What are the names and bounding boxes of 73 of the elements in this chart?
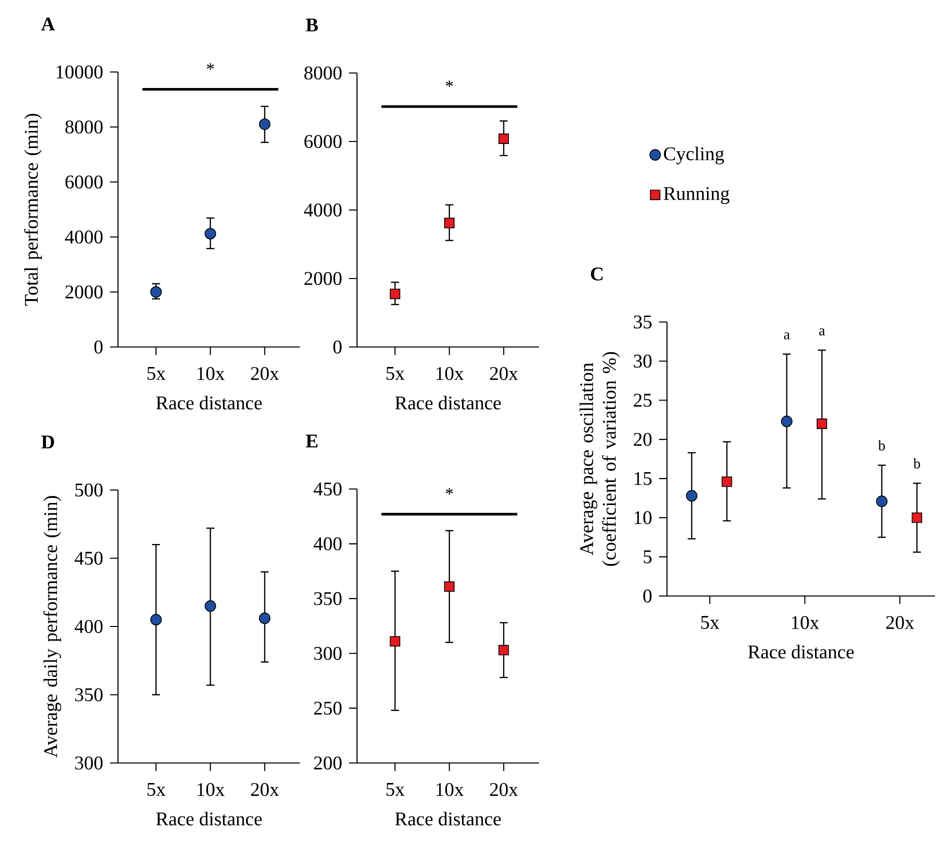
chart-title: D — [41, 436, 54, 448]
x-tick-label: 5x — [701, 616, 720, 629]
y-tick-label: 0 — [333, 340, 342, 354]
annotation: b — [913, 458, 920, 469]
point — [150, 286, 162, 298]
annotation: b — [878, 440, 885, 451]
y-tick-label: 15 — [634, 472, 652, 486]
x-axis-title: Race distance — [748, 644, 854, 658]
point — [150, 614, 162, 626]
y-tick-label: 10000 — [56, 65, 103, 79]
y-tick-label: 300 — [314, 646, 342, 660]
ref-line-label: * — [446, 488, 453, 494]
y-tick-label: 450 — [74, 552, 103, 565]
x-tick-label: 5x — [386, 367, 404, 380]
y-tick-label: 2000 — [65, 285, 103, 299]
legend-label: Running — [664, 187, 730, 204]
annotation: a — [819, 328, 825, 336]
y-tick-label: 8000 — [65, 120, 103, 134]
point — [258, 118, 270, 130]
y-tick-label: 450 — [314, 482, 342, 496]
chart-title: A — [41, 18, 55, 30]
x-tick-label: 20x — [490, 367, 518, 380]
x-tick-label: 10x — [198, 367, 225, 380]
legend-label: Cycling — [664, 146, 724, 164]
x-tick-label: 10x — [436, 783, 464, 796]
y-tick-label: 5 — [644, 550, 652, 564]
x-tick-label: 10x — [436, 367, 464, 380]
y-tick-label: 10 — [634, 511, 652, 524]
x-tick-label: 20x — [490, 783, 518, 796]
point — [204, 228, 216, 240]
y-tick-label: 250 — [314, 702, 342, 715]
y-tick-label: 6000 — [65, 175, 103, 189]
x-tick-label: 20x — [886, 616, 914, 630]
y-tick-label: 8000 — [304, 66, 342, 80]
y-tick-label: 300 — [75, 756, 103, 770]
x-axis-title: Race distance — [156, 396, 262, 410]
x-tick-label: 5x — [386, 783, 404, 796]
y-tick-label: 30 — [634, 354, 652, 368]
y-tick-label: 6000 — [304, 134, 342, 148]
y-tick-label: 400 — [314, 537, 342, 550]
x-axis-title: Race distance — [156, 812, 262, 826]
x-tick-label: 5x — [148, 783, 166, 796]
x-tick-label: 20x — [251, 367, 279, 380]
chart-title: E — [306, 434, 318, 448]
x-tick-label: 10x — [792, 616, 820, 630]
y-tick-label: 4000 — [304, 203, 342, 217]
y-tick-label: 200 — [314, 756, 342, 770]
point — [258, 612, 270, 624]
y-tick-label: 20 — [634, 432, 652, 446]
y-tick-label: 400 — [74, 620, 103, 634]
y-tick-label: 4000 — [65, 230, 103, 244]
ref-line-label: * — [446, 80, 453, 87]
y-tick-label: 0 — [643, 589, 652, 603]
point — [204, 600, 216, 612]
y-tick-label: 500 — [75, 483, 103, 497]
x-tick-label: 5x — [148, 367, 166, 380]
y-tick-label: 0 — [94, 340, 103, 354]
ref-line-label: * — [206, 63, 214, 70]
y-tick-label: 25 — [634, 394, 652, 407]
y-tick-label: 2000 — [304, 272, 342, 286]
x-tick-label: 20x — [251, 783, 279, 796]
annotation: a — [784, 332, 790, 340]
chart-title: C — [590, 267, 603, 280]
y-tick-label: 350 — [314, 592, 342, 606]
y-axis-title: Total performance (min) — [24, 114, 42, 306]
y-axis-title: Average pace oscillation (coefficient of variation %) — [580, 352, 620, 566]
y-tick-label: 350 — [75, 688, 103, 702]
x-axis-title: Race distance — [395, 812, 501, 826]
x-tick-label: 10x — [198, 783, 225, 796]
x-axis-title: Race distance — [395, 396, 501, 410]
chart-title: B — [306, 18, 318, 32]
y-axis-title: Average daily performance (min) — [43, 496, 62, 758]
y-tick-label: 35 — [634, 315, 652, 328]
